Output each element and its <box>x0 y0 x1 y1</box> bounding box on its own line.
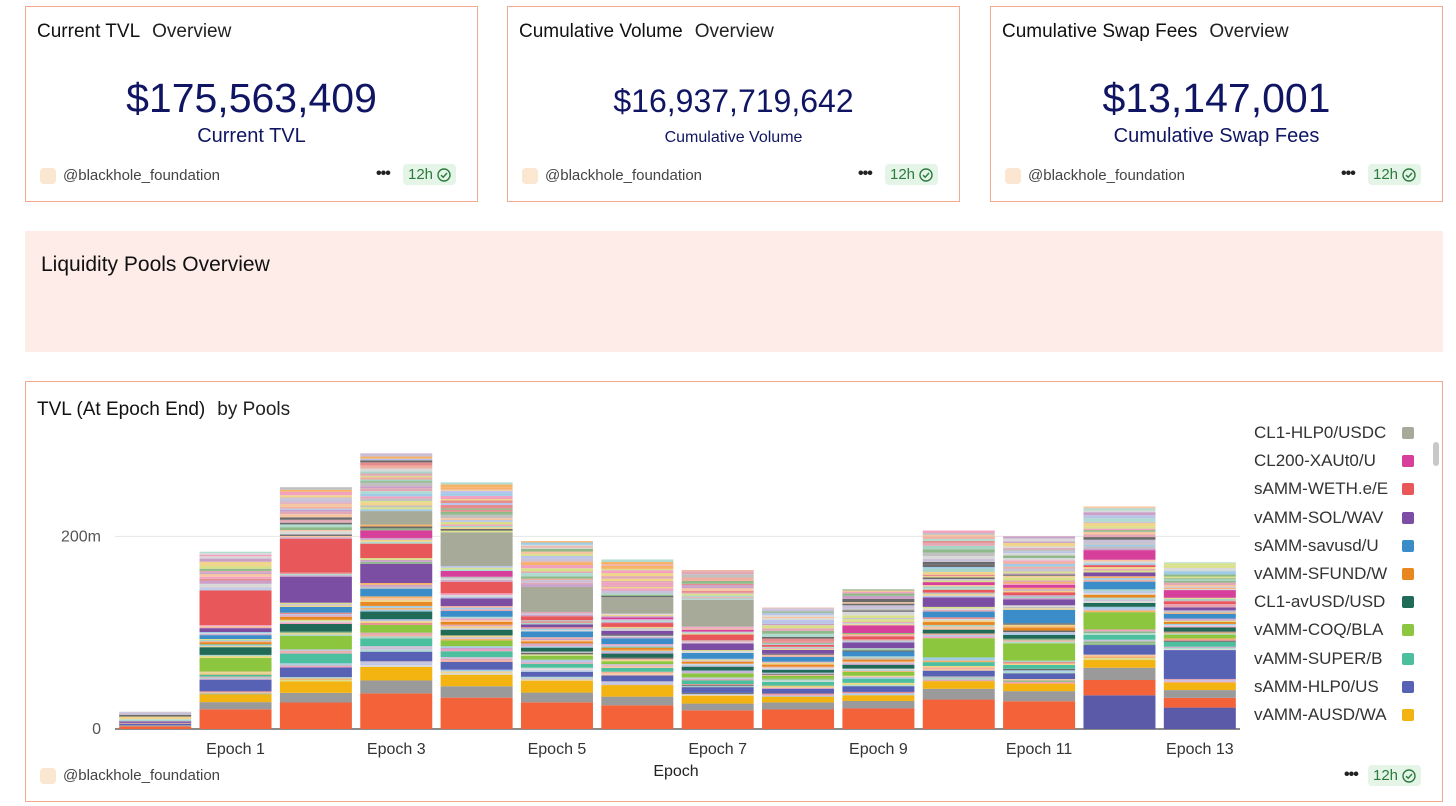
card-title-main: Cumulative Swap Fees <box>1002 21 1198 42</box>
author-name: @blackhole_foundation <box>63 167 221 184</box>
kpi-card-fees: Cumulative Swap Fees Overview $13,147,001… <box>990 6 1443 202</box>
check-circle-icon <box>1402 167 1416 182</box>
card-footer-author[interactable]: @blackhole_foundation <box>522 167 702 184</box>
card-title: Cumulative Swap Fees Overview <box>1002 21 1289 43</box>
legend-label: CL200-XAUt0/U <box>1254 451 1376 471</box>
legend-item[interactable]: sAMM-HLP0/US <box>1254 676 1414 698</box>
card-footer-author[interactable]: @blackhole_foundation <box>1005 167 1185 184</box>
legend-scrollbar[interactable] <box>1433 442 1439 466</box>
chart-card-tvl-by-pools: TVL (At Epoch End) by Pools @blackhole_fo… <box>25 381 1443 802</box>
refresh-interval: 12h <box>890 166 916 183</box>
avatar <box>40 167 56 184</box>
legend-swatch <box>1402 596 1414 609</box>
card-title-main: Current TVL <box>37 21 141 42</box>
legend-item[interactable]: CL1-avUSD/USD <box>1254 591 1414 613</box>
legend-item[interactable]: CL200-XAUt0/U <box>1254 450 1414 472</box>
legend-swatch <box>1402 427 1414 439</box>
refresh-badge[interactable]: 12h <box>885 164 939 185</box>
more-options-icon[interactable]: ••• <box>1341 165 1356 182</box>
legend-swatch <box>1402 568 1414 580</box>
avatar <box>40 767 56 784</box>
legend-swatch <box>1402 511 1414 524</box>
legend-swatch <box>1402 455 1414 468</box>
card-title: Current TVL Overview <box>37 21 231 43</box>
refresh-interval: 12h <box>1373 767 1399 784</box>
more-options-icon[interactable]: ••• <box>858 165 873 182</box>
chart-footer-author[interactable]: @blackhole_foundation <box>40 767 220 784</box>
check-circle-icon <box>919 167 933 182</box>
legend-label: vAMM-SOL/WAV <box>1254 507 1384 527</box>
legend-swatch <box>1402 652 1414 665</box>
refresh-badge[interactable]: 12h <box>1368 765 1422 786</box>
refresh-badge[interactable]: 12h <box>1368 164 1422 185</box>
legend-item[interactable]: sAMM-savusd/U <box>1254 535 1414 557</box>
card-footer-author[interactable]: @blackhole_foundation <box>40 167 220 184</box>
check-circle-icon <box>1402 768 1416 783</box>
card-title-sub: Overview <box>694 21 774 42</box>
legend-swatch <box>1402 624 1414 637</box>
legend-label: vAMM-AUSD/WA <box>1254 705 1387 724</box>
legend-label: vAMM-COQ/BLA <box>1254 620 1384 640</box>
card-title-main: Cumulative Volume <box>519 21 683 42</box>
kpi-label: Cumulative Volume <box>664 129 803 146</box>
kpi-value: $175,563,409 <box>126 75 377 121</box>
kpi-label: Cumulative Swap Fees <box>1113 125 1320 147</box>
chart-title-main: TVL (At Epoch End) <box>37 399 206 420</box>
kpi-card-volume: Cumulative Volume Overview $16,937,719,64… <box>507 6 960 202</box>
legend-label: CL1-avUSD/USD <box>1254 592 1386 612</box>
avatar <box>1005 167 1021 184</box>
kpi-card-tvl: Current TVL Overview $175,563,409 Current… <box>25 6 478 202</box>
section-title: Liquidity Pools Overview <box>41 253 270 276</box>
legend-label: CL1-HLP0/USDC <box>1254 423 1387 442</box>
section-banner: Liquidity Pools Overview <box>25 231 1443 352</box>
legend-label: sAMM-WETH.e/E <box>1254 479 1389 499</box>
legend-swatch <box>1402 709 1414 721</box>
card-title-sub: Overview <box>152 21 232 42</box>
legend-label: vAMM-SUPER/B <box>1254 648 1383 668</box>
more-options-icon[interactable]: ••• <box>376 165 391 182</box>
card-title: Cumulative Volume Overview <box>519 21 774 43</box>
legend-item[interactable]: vAMM-COQ/BLA <box>1254 619 1414 641</box>
kpi-value: $13,147,001 <box>1102 75 1331 121</box>
legend-item[interactable]: vAMM-SOL/WAV <box>1254 507 1414 529</box>
kpi-value: $16,937,719,642 <box>613 83 854 119</box>
kpi-label: Current TVL <box>197 125 306 147</box>
check-circle-icon <box>437 167 451 182</box>
refresh-interval: 12h <box>1373 166 1399 183</box>
legend-item[interactable]: vAMM-SFUND/W <box>1254 563 1414 585</box>
legend-swatch <box>1402 483 1414 496</box>
legend-label: vAMM-SFUND/W <box>1254 564 1388 583</box>
legend-item[interactable]: vAMM-AUSD/WA <box>1254 704 1414 726</box>
avatar <box>522 167 538 184</box>
refresh-badge[interactable]: 12h <box>403 164 457 185</box>
legend-label: sAMM-savusd/U <box>1254 535 1379 555</box>
chart-card-title: TVL (At Epoch End) by Pools <box>37 399 290 421</box>
legend-item[interactable]: sAMM-WETH.e/E <box>1254 478 1414 500</box>
legend-item[interactable]: CL1-HLP0/USDC <box>1254 422 1414 444</box>
card-title-sub: Overview <box>1209 21 1289 42</box>
legend-swatch <box>1402 680 1414 693</box>
refresh-interval: 12h <box>408 166 434 183</box>
chart-title-sub: by Pools <box>217 399 291 420</box>
legend-item[interactable]: vAMM-SUPER/B <box>1254 648 1414 670</box>
author-name: @blackhole_foundation <box>1028 167 1186 184</box>
legend-label: sAMM-HLP0/US <box>1254 676 1379 696</box>
legend-swatch <box>1402 539 1414 552</box>
author-name: @blackhole_foundation <box>63 767 221 784</box>
author-name: @blackhole_foundation <box>545 167 703 184</box>
more-options-icon[interactable]: ••• <box>1344 766 1359 783</box>
